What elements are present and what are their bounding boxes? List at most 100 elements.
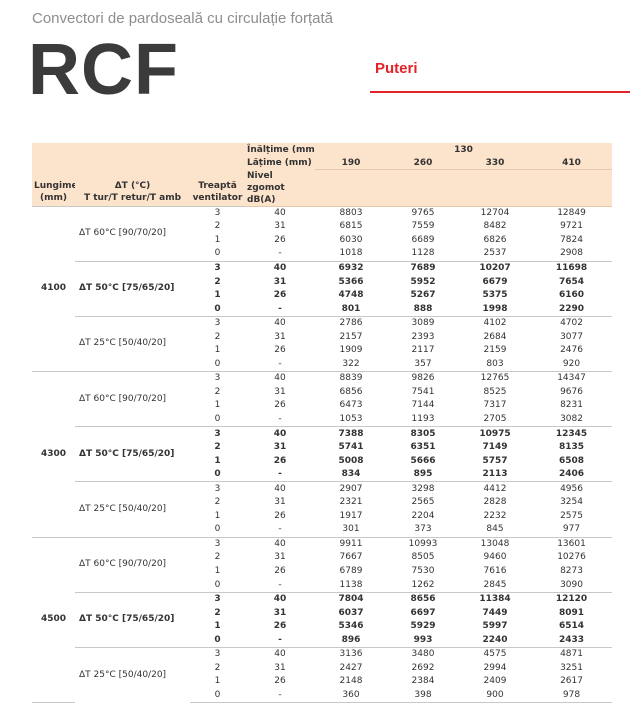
power-value: 8656 [387,591,459,607]
power-value: 8803 [315,205,387,221]
power-value: 8305 [387,426,459,441]
power-value: 2828 [483,497,507,508]
power-value: 2157 [339,331,363,342]
regime-cell: ΔT 60°C [90/70/20] [75,205,190,262]
power-value: 2684 [483,331,507,342]
noise-level: 26 [274,400,286,411]
table-row: 4300 ΔT 60°C [90/70/20] 3 40 8839 9826 12765 14… [32,371,613,538]
noise-level: 26 [274,345,286,356]
length-cell: 4100 [32,205,75,373]
fan-step: 1 [214,621,221,632]
power-value: 900 [459,688,531,703]
power-value: 10975 [459,426,531,441]
power-value: 6689 [411,234,435,245]
power-value: 5267 [410,290,436,301]
subtitle: Convectori de pardoseală cu circulație f… [32,10,333,27]
power-value: 977 [562,524,581,535]
power-value: 6160 [558,290,585,301]
power-value: 2393 [411,331,435,342]
noise-level: - [278,248,282,259]
power-value: 7616 [483,565,507,576]
power-value: 7654 [558,276,585,287]
fan-step: 3 [190,481,245,496]
power-value: 2232 [483,510,507,521]
fan-step: 2 [214,607,221,618]
power-value: 4575 [459,646,531,662]
width-label: Lățime (mm) [245,156,315,170]
power-value: 801 [341,303,361,314]
fan-step: 0 [214,469,221,480]
noise-level: 31 [273,276,287,287]
table-row: 2 31 2321 2565 2828 3254 [32,496,612,510]
power-value: 6514 [558,621,585,632]
fan-step: 3 [190,260,245,276]
regime-cell: ΔT 25°C [50/40/20] [75,315,190,372]
fan-step: 3 [190,426,245,441]
power-value: 9676 [560,386,583,397]
power-value: 5366 [338,276,364,287]
fan-step: 2 [214,331,221,342]
noise-level: 40 [245,426,315,441]
power-value: 360 [315,688,387,703]
power-value: 5666 [410,455,436,466]
table-row: 0 - 896 993 2240 2433 [32,633,612,647]
power-value: 1053 [339,413,363,424]
power-value: 845 [486,524,504,535]
noise-level: - [278,524,282,535]
power-value: 7667 [339,552,363,563]
power-value: 3136 [315,646,387,662]
length-cell: 4300 [32,371,75,538]
power-value: 4102 [459,315,531,331]
power-value: 3089 [387,315,459,331]
noise-level: 31 [273,442,287,453]
regime-cell: ΔT 60°C [90/70/20] [75,371,190,427]
power-value: 12704 [459,205,531,221]
power-value: 9765 [387,205,459,221]
power-value: 8839 [315,371,387,386]
table-body: 4100 ΔT 60°C [90/70/20] 3 40 8803 9765 12704 12… [32,205,613,703]
fan-step: 3 [190,371,245,386]
power-value: 12120 [531,591,613,607]
power-value: 6473 [339,400,363,411]
power-value: 7541 [411,386,435,397]
power-value: 3077 [560,331,583,342]
noise-level: 40 [245,591,315,607]
fan-step: 2 [214,497,221,508]
table-row: 0 - 1018 1128 2537 2908 [32,247,612,261]
power-value: 3254 [560,497,583,508]
noise-level: 26 [274,234,286,245]
power-value: 978 [531,688,613,703]
fan-step: 3 [190,315,245,331]
power-value: 888 [413,303,433,314]
power-value: 322 [342,358,360,369]
table-row: 1 26 6789 7530 7616 8273 [32,565,612,579]
power-value: 3251 [560,662,583,673]
noise-level: - [278,579,282,590]
fan-step: 3 [190,591,245,607]
table-row: 1 26 6473 7144 7317 8231 [32,399,612,413]
fan-step: 3 [190,536,245,552]
power-value: 2433 [558,634,585,645]
regime-cell: ΔT 25°C [50/40/20] [75,481,190,538]
power-value: 12765 [459,371,531,386]
table-row: ΔT 50°C [75/65/20] 3 40 6932 7689 10207 11698 [32,260,613,317]
noise-level: 40 [245,260,315,276]
power-value: 9911 [315,536,387,552]
power-value: 5757 [482,455,508,466]
noise-level: 40 [245,205,315,221]
noise-level: 31 [274,552,286,563]
fan-step: 0 [190,688,245,703]
noise-level: 31 [274,662,286,673]
fan-step: 2 [214,221,221,232]
power-value: 2994 [483,662,507,673]
header-row: Lățime (mm) 190 260 330 410 [32,156,613,170]
power-value: 2845 [483,579,507,590]
power-value: 2204 [411,510,435,521]
fan-step: 0 [214,248,221,259]
power-value: 3082 [560,413,583,424]
table-row: 2 31 2427 2692 2994 3251 [32,662,612,676]
power-value: 2409 [483,676,507,687]
table-row: 0 - 1053 1193 2705 3082 [32,413,612,427]
table-row: ΔT 50°C [75/65/20] 3 40 7388 8305 10975 12345 [32,426,613,482]
power-value: 6508 [558,455,585,466]
